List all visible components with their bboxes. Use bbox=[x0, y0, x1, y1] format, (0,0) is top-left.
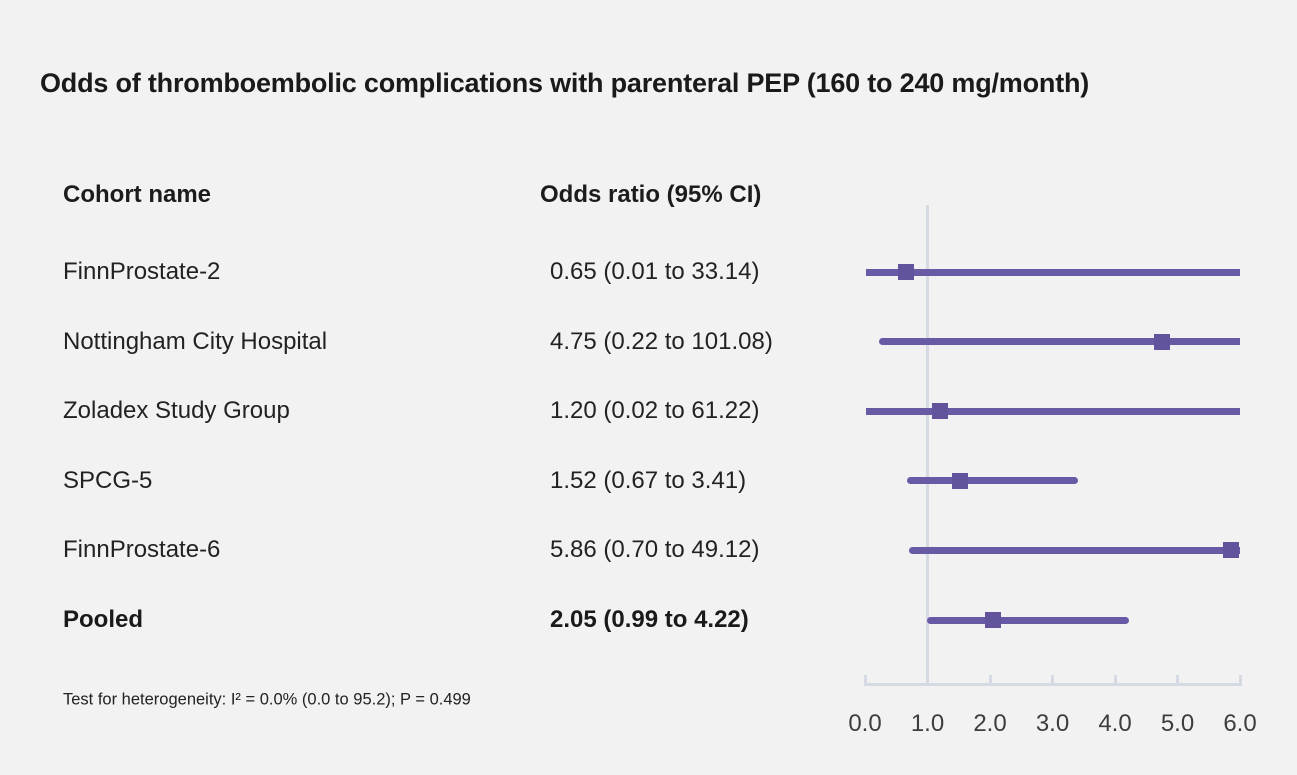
reference-line bbox=[926, 205, 929, 686]
x-axis-tick-label: 3.0 bbox=[1035, 710, 1070, 737]
or-marker bbox=[1153, 333, 1170, 350]
ci-bar bbox=[908, 546, 1240, 554]
cohort-label: SPCG-5 bbox=[63, 466, 153, 494]
ci-bar bbox=[878, 338, 1240, 346]
odds-ratio-value: 1.52 (0.67 to 3.41) bbox=[550, 466, 747, 494]
or-marker bbox=[932, 403, 948, 420]
odds-ratio-value: 0.65 (0.01 to 33.14) bbox=[550, 258, 760, 285]
ci-bar bbox=[866, 407, 1240, 415]
or-marker bbox=[985, 612, 1002, 628]
column-header-odds-ratio: Odds ratio (95% CI) bbox=[540, 181, 762, 208]
odds-ratio-value: 1.20 (0.02 to 61.22) bbox=[550, 397, 760, 425]
x-axis-tick-label: 5.0 bbox=[1160, 710, 1195, 737]
cohort-label: FinnProstate-2 bbox=[63, 258, 221, 285]
odds-ratio-value: 5.86 (0.70 to 49.12) bbox=[550, 536, 760, 564]
x-axis-tick bbox=[926, 675, 929, 686]
x-axis-tick-label: 6.0 bbox=[1223, 710, 1257, 737]
x-axis-tick-label: 1.0 bbox=[910, 710, 945, 737]
ci-bar bbox=[906, 477, 1079, 485]
x-axis-tick-label: 0.0 bbox=[848, 710, 882, 737]
x-axis-tick bbox=[1238, 675, 1242, 686]
cohort-label: FinnProstate-6 bbox=[63, 536, 221, 564]
x-axis-tick bbox=[863, 675, 867, 686]
x-axis-tick bbox=[988, 675, 992, 686]
or-marker bbox=[952, 472, 968, 489]
chart-title: Odds of thromboembolic complications wit… bbox=[40, 68, 1090, 98]
ci-bar bbox=[926, 616, 1129, 624]
odds-ratio-value: 2.05 (0.99 to 4.22) bbox=[550, 606, 749, 633]
column-header-cohort: Cohort name bbox=[63, 181, 212, 208]
heterogeneity-footnote: Test for heterogeneity: I² = 0.0% (0.0 t… bbox=[63, 690, 471, 709]
x-axis-tick-label: 4.0 bbox=[1098, 710, 1132, 737]
x-axis-tick bbox=[1051, 675, 1054, 686]
or-marker bbox=[1223, 542, 1240, 559]
x-axis-tick bbox=[1113, 675, 1117, 686]
x-axis-tick-label: 2.0 bbox=[973, 710, 1007, 737]
or-marker bbox=[897, 264, 914, 280]
odds-ratio-value: 4.75 (0.22 to 101.08) bbox=[550, 327, 773, 355]
x-axis-tick bbox=[1176, 675, 1179, 686]
ci-bar bbox=[865, 268, 1240, 276]
cohort-label: Pooled bbox=[63, 606, 144, 633]
cohort-label: Nottingham City Hospital bbox=[63, 327, 328, 355]
cohort-label: Zoladex Study Group bbox=[63, 397, 290, 425]
